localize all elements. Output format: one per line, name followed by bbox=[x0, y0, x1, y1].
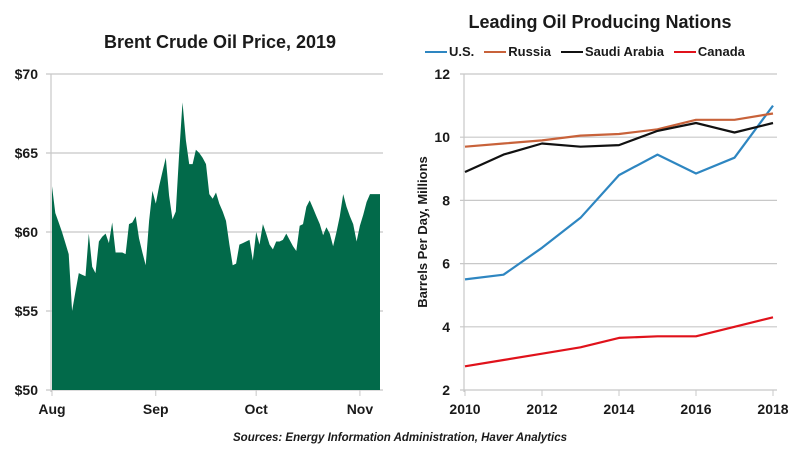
brent-price-chart: $50 $55 $60 $65 $70 Aug Sep Oct Nov bbox=[15, 66, 383, 417]
brent-chart-title: Brent Crude Oil Price, 2019 bbox=[103, 32, 337, 52]
right-x-tick-label: 2010 bbox=[449, 401, 480, 417]
right-y-tick-label: 2 bbox=[442, 382, 450, 398]
left-y-tick-label: $55 bbox=[15, 303, 39, 319]
right-x-tick-label: 2016 bbox=[680, 401, 711, 417]
right-x-tick-label: 2012 bbox=[526, 401, 557, 417]
left-x-tick-label: Aug bbox=[38, 401, 65, 417]
legend-item-saudi-arabia: Saudi Arabia bbox=[560, 44, 664, 59]
legend-label-russia: Russia bbox=[508, 44, 551, 59]
left-x-tick-label: Sep bbox=[143, 401, 169, 417]
brent-price-area bbox=[52, 102, 380, 391]
left-y-tick-label: $70 bbox=[15, 66, 39, 82]
producers-legend: U.S. Russia Saudi Arabia Canada bbox=[425, 44, 745, 59]
left-y-tick-label: $65 bbox=[15, 145, 39, 161]
legend-swatch-canada bbox=[673, 50, 696, 53]
legend-item-canada: Canada bbox=[673, 44, 745, 59]
producers-chart-title: Leading Oil Producing Nations bbox=[468, 12, 732, 32]
right-y-tick-label: 12 bbox=[434, 66, 450, 82]
legend-label-canada: Canada bbox=[697, 44, 745, 59]
oil-producers-chart: 2 4 6 8 10 12 2010 2012 2014 2016 2018 Barrels Per … bbox=[415, 66, 789, 417]
right-y-tick-label: 10 bbox=[434, 129, 450, 145]
right-y-tick-label: 8 bbox=[442, 192, 450, 208]
series-line-saudi-arabia bbox=[464, 121, 774, 174]
right-x-tick-label: 2014 bbox=[603, 401, 634, 417]
series-line-u-s bbox=[464, 104, 774, 281]
right-y-tick-label: 4 bbox=[442, 319, 450, 335]
left-x-tick-label: Nov bbox=[347, 401, 374, 417]
legend-swatch-saudi-arabia bbox=[560, 50, 583, 53]
legend-item-us: U.S. bbox=[425, 44, 474, 59]
series-line-russia bbox=[464, 112, 774, 148]
source-note: Sources: Energy Information Administrati… bbox=[233, 432, 567, 444]
legend-label-saudi-arabia: Saudi Arabia bbox=[584, 44, 664, 59]
legend-swatch-us bbox=[425, 50, 447, 53]
right-y-tick-label: 6 bbox=[442, 256, 450, 272]
left-y-tick-label: $50 bbox=[15, 382, 39, 398]
left-x-tick-label: Oct bbox=[244, 401, 268, 417]
series-line-canada bbox=[464, 316, 774, 368]
legend-item-russia: Russia bbox=[484, 44, 551, 59]
right-x-tick-label: 2018 bbox=[757, 401, 788, 417]
right-y-axis-title: Barrels Per Day, Millions bbox=[415, 156, 430, 308]
left-y-tick-label: $60 bbox=[15, 224, 39, 240]
legend-label-us: U.S. bbox=[449, 44, 475, 59]
legend-swatch-russia bbox=[484, 50, 507, 53]
